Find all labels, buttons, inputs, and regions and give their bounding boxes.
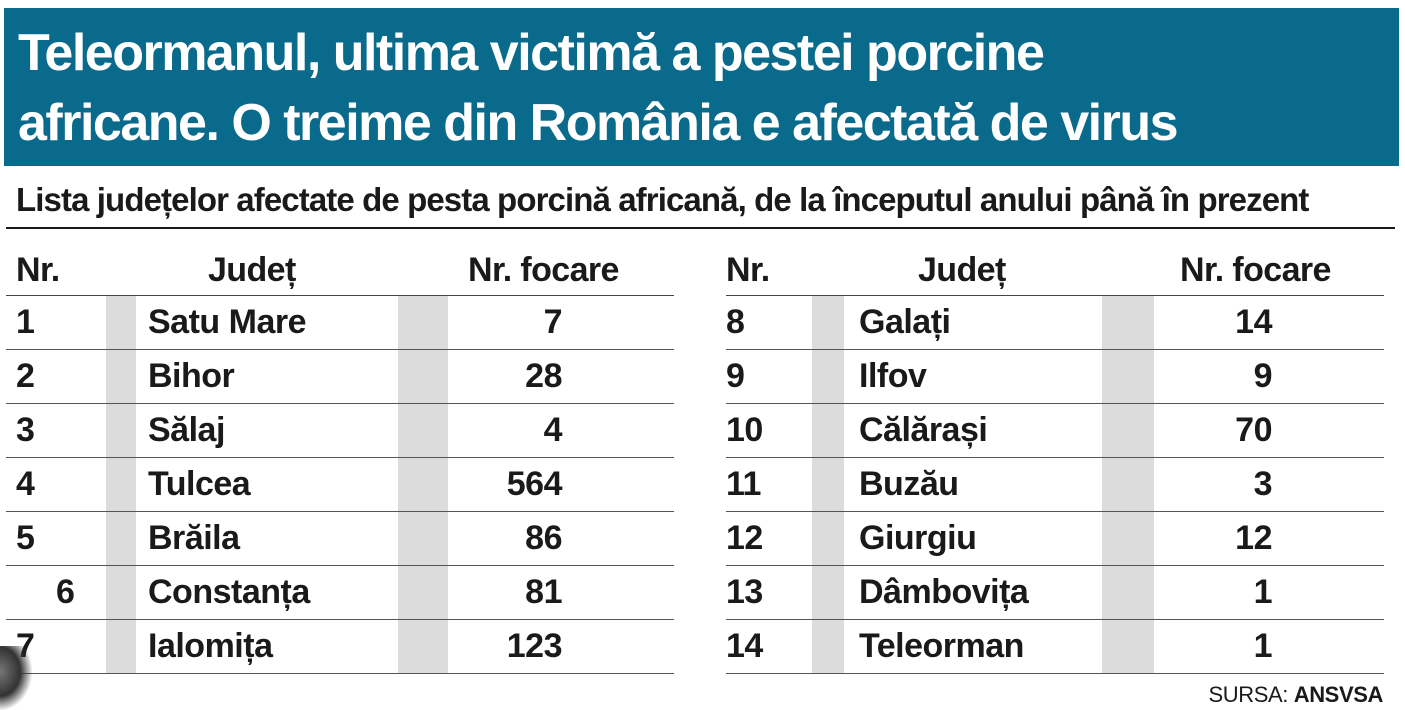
table-row: 9 Ilfov 9: [726, 350, 1384, 404]
row-nr: 3: [16, 411, 35, 449]
table-row: 10 Călărași 70: [726, 404, 1384, 458]
row-judet: Buzău: [859, 465, 959, 503]
table-row: 12 Giurgiu 12: [726, 512, 1384, 566]
source-name: ANSVSA: [1293, 682, 1384, 707]
row-judet: Satu Mare: [148, 303, 307, 341]
row-focare: 70: [1235, 411, 1272, 449]
title-banner: Teleormanul, ultima victimă a pestei por…: [4, 8, 1399, 166]
corner-artifact: [0, 646, 32, 710]
row-judet: Brăila: [148, 519, 240, 557]
row-nr: 5: [16, 519, 35, 557]
row-nr: 1: [16, 303, 35, 341]
row-focare: 12: [1235, 519, 1272, 557]
row-focare: 1: [1253, 573, 1273, 611]
page-title: Teleormanul, ultima victimă a pestei por…: [18, 24, 1179, 152]
table-row: 1 Satu Mare 7: [6, 296, 674, 350]
row-focare: 81: [525, 573, 562, 611]
row-focare: 9: [1253, 357, 1273, 395]
row-judet: Galați: [859, 303, 951, 341]
table-row: 13 Dâmbovița 1: [726, 566, 1384, 620]
row-judet: Sălaj: [148, 411, 225, 449]
row-nr: 11: [726, 465, 761, 503]
row-nr: 13: [726, 573, 763, 611]
row-nr: 12: [726, 519, 763, 557]
table-row: 4 Tulcea 564: [6, 458, 674, 512]
source-credit: SURSA: ANSVSA: [1208, 682, 1383, 708]
row-nr: 10: [726, 411, 763, 449]
row-judet: Călărași: [859, 411, 988, 449]
row-nr: 2: [16, 357, 35, 395]
row-focare: 3: [1253, 465, 1273, 503]
row-nr: 6: [56, 573, 75, 611]
row-judet: Tulcea: [148, 465, 251, 503]
page-subtitle: Lista județelor afectate de pesta porcin…: [16, 181, 1309, 218]
header-judet: Județ: [208, 251, 296, 289]
source-label: SURSA:: [1208, 682, 1288, 707]
row-focare: 14: [1235, 303, 1272, 341]
row-judet: Ialomița: [148, 627, 273, 665]
table-row: 11 Buzău 3: [726, 458, 1384, 512]
table-row: 8 Galați 14: [726, 296, 1384, 350]
row-focare: 4: [543, 411, 563, 449]
table-row: 6 Constanța 81: [6, 566, 674, 620]
header-nr: Nr.: [16, 251, 60, 289]
row-focare: 86: [525, 519, 562, 557]
row-focare: 1: [1253, 627, 1273, 665]
header-focare: Nr. focare: [1180, 251, 1331, 289]
table-left: Nr. Județ Nr. focare 1 Satu Mare 7 2 Bih…: [6, 244, 674, 674]
table-row: 2 Bihor 28: [6, 350, 674, 404]
header-focare: Nr. focare: [468, 251, 619, 289]
row-focare: 7: [543, 303, 563, 341]
row-judet: Constanța: [148, 573, 310, 611]
row-nr: 8: [726, 303, 745, 341]
row-judet: Giurgiu: [859, 519, 977, 557]
row-judet: Dâmbovița: [859, 573, 1029, 611]
table-row: 7 Ialomița 123: [6, 620, 674, 674]
row-judet: Ilfov: [859, 357, 927, 395]
table-row: 5 Brăila 86: [6, 512, 674, 566]
row-nr: 9: [726, 357, 745, 395]
row-judet: Teleorman: [859, 627, 1024, 665]
row-focare: 123: [506, 627, 563, 665]
table-row: 3 Sălaj 4: [6, 404, 674, 458]
row-judet: Bihor: [148, 357, 235, 395]
table-row: 14 Teleorman 1: [726, 620, 1384, 674]
row-focare: 28: [525, 357, 562, 395]
table-header-right: Nr. Județ Nr. focare: [726, 244, 1384, 296]
subtitle-divider: [6, 227, 1395, 229]
row-nr: 4: [16, 465, 35, 503]
row-focare: 564: [506, 465, 563, 503]
table-header-left: Nr. Județ Nr. focare: [6, 244, 674, 296]
header-nr: Nr.: [726, 251, 770, 289]
row-nr: 14: [726, 627, 763, 665]
table-right: Nr. Județ Nr. focare 8 Galați 14 9 Ilfov…: [726, 244, 1384, 674]
header-judet: Județ: [918, 251, 1006, 289]
